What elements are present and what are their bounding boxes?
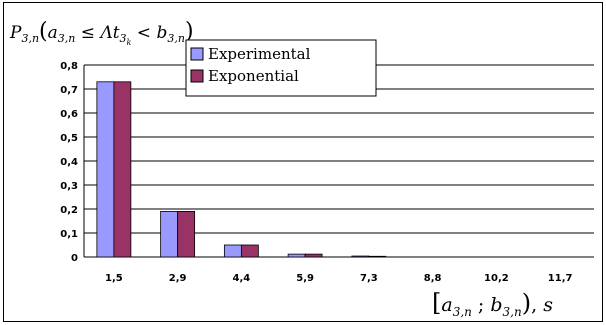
chart-container: P3,n(a3,n ≤ Λt3k < b3,n) 0 0,1 0,2 0,3 0,4 0,… (3, 2, 603, 322)
x-tick-label: 8,8 (424, 273, 442, 284)
x-axis-ticks: 1,5 2,9 4,4 5,9 7,3 8,8 10,2 11,7 (105, 273, 572, 284)
svg-text:P3,n(a3,n ≤ Λt3k < b3,n): P3,n(a3,n ≤ Λt3k < b3,n) (9, 19, 194, 47)
legend-swatch-experimental (190, 47, 204, 61)
bar-experimental-2 (160, 210, 179, 258)
y-axis-title: P3,n(a3,n ≤ Λt3k < b3,n) (9, 19, 194, 47)
bar-exponential-2 (177, 210, 196, 258)
bar-experimental-5 (351, 255, 370, 258)
y-tick-label: 0 (71, 253, 78, 264)
x-tick-label: 7,3 (360, 273, 378, 284)
bar-experimental-1 (96, 81, 115, 258)
bar-experimental-3 (223, 244, 242, 258)
y-tick-label: 0,1 (60, 229, 78, 240)
bar-chart: P3,n(a3,n ≤ Λt3k < b3,n) 0 0,1 0,2 0,3 0,4 0,… (9, 19, 594, 319)
y-tick-label: 0,5 (60, 133, 78, 144)
y-tick-label: 0,3 (60, 181, 78, 192)
bar-exponential-4 (304, 253, 323, 258)
x-tick-label: 11,7 (548, 273, 573, 284)
x-tick-label: 4,4 (233, 273, 251, 284)
legend-swatch-exponential (190, 69, 204, 83)
legend-label-exponential: Exponential (208, 67, 299, 85)
bar-exponential-3 (240, 244, 259, 258)
x-tick-label: 1,5 (105, 273, 123, 284)
y-tick-label: 0,4 (60, 157, 78, 168)
svg-text:[a3,n ; b3,n), s: [a3,n ; b3,n), s (432, 289, 553, 319)
legend-label-experimental: Experimental (208, 45, 311, 63)
y-tick-label: 0,7 (60, 85, 78, 96)
bar-experimental-4 (287, 253, 306, 258)
y-tick-label: 0,6 (60, 109, 78, 120)
x-tick-label: 2,9 (169, 273, 187, 284)
y-tick-label: 0,2 (60, 205, 78, 216)
y-axis-ticks: 0 0,1 0,2 0,3 0,4 0,5 0,6 0,7 0,8 (60, 61, 78, 264)
legend: Experimental Exponential (185, 39, 377, 97)
x-tick-label: 10,2 (484, 273, 509, 284)
bars (96, 81, 387, 258)
x-tick-label: 5,9 (296, 273, 314, 284)
x-axis-title: [a3,n ; b3,n), s (432, 289, 553, 319)
bar-exponential-5 (368, 255, 387, 258)
bar-exponential-1 (113, 81, 132, 258)
y-tick-label: 0,8 (60, 61, 78, 72)
legend-box (185, 39, 377, 97)
